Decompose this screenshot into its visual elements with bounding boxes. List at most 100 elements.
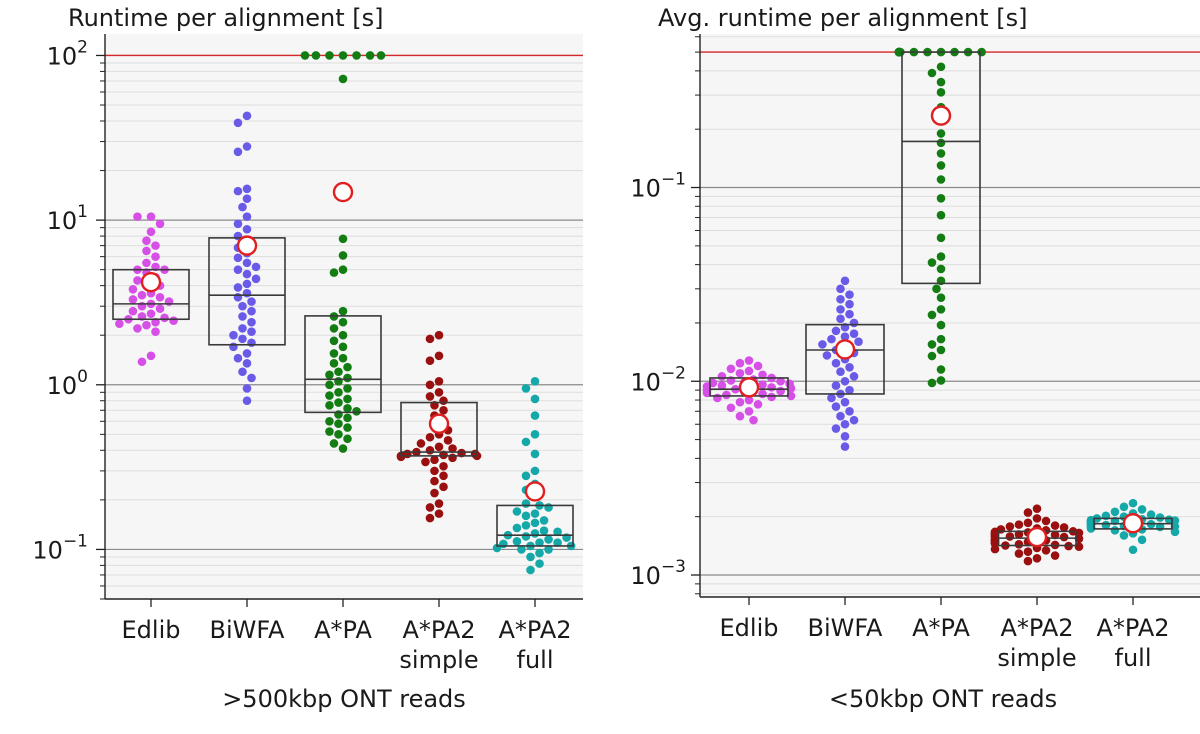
data-point <box>717 372 727 381</box>
data-point <box>1041 516 1051 526</box>
iqr-box <box>496 504 574 547</box>
data-point <box>233 219 243 229</box>
data-point <box>1023 518 1033 528</box>
data-point <box>1023 556 1033 566</box>
data-point <box>845 363 854 372</box>
data-point <box>1128 498 1138 508</box>
data-point <box>936 376 946 385</box>
data-point <box>836 314 845 324</box>
data-point <box>1059 523 1069 532</box>
data-point <box>840 431 850 441</box>
data-point <box>845 385 854 395</box>
data-point <box>329 336 339 346</box>
data-point <box>735 368 745 378</box>
mean-marker <box>428 413 450 434</box>
iqr-box <box>805 323 885 395</box>
y-tick-label: 10−1 <box>32 531 88 564</box>
data-point <box>936 88 946 97</box>
data-point <box>242 142 252 151</box>
data-point <box>334 430 343 439</box>
data-point <box>927 378 937 388</box>
data-point <box>325 427 334 436</box>
data-point <box>343 413 352 423</box>
data-point <box>936 161 946 170</box>
data-point <box>133 324 142 333</box>
data-point <box>325 51 334 60</box>
data-point <box>425 513 435 523</box>
data-point <box>233 118 243 128</box>
data-point <box>836 305 845 314</box>
data-point <box>247 327 256 337</box>
data-point <box>142 246 151 256</box>
data-point <box>242 349 252 358</box>
data-point <box>831 424 841 433</box>
data-point <box>338 353 348 363</box>
data-point <box>233 353 243 363</box>
data-point <box>247 338 256 348</box>
data-point <box>325 380 334 390</box>
data-point <box>443 436 453 445</box>
data-point <box>242 184 252 194</box>
data-point <box>758 380 767 389</box>
data-point <box>744 356 754 365</box>
data-point <box>146 351 156 361</box>
data-point <box>142 236 151 245</box>
data-point <box>242 269 252 279</box>
data-point <box>155 292 165 302</box>
data-point <box>251 274 261 284</box>
data-point <box>722 390 731 400</box>
data-point <box>233 253 243 263</box>
data-point <box>434 330 444 340</box>
data-point <box>242 279 252 289</box>
data-point <box>854 337 863 347</box>
data-point <box>753 361 763 371</box>
data-point <box>927 258 937 267</box>
data-point <box>717 381 727 390</box>
data-point <box>115 319 124 328</box>
iqr-box <box>304 315 382 414</box>
data-point <box>526 552 535 562</box>
data-point <box>539 526 549 535</box>
x-tick-label: A*PA2 <box>402 616 475 644</box>
x-tick-label: A*PA2 <box>1000 614 1073 642</box>
runtime-panel-small-reads: 10−310−210−1 Edlib BiWFA A*PA A*PA2simpleA*… <box>630 4 1200 713</box>
mean-marker <box>1026 526 1048 548</box>
data-point <box>325 417 334 426</box>
data-point <box>894 47 904 57</box>
data-point <box>343 423 352 432</box>
data-point <box>343 403 352 413</box>
data-point <box>990 544 1000 554</box>
data-point <box>329 268 339 277</box>
data-point <box>512 523 522 533</box>
data-point <box>338 306 348 316</box>
data-point <box>338 444 348 453</box>
data-point <box>242 224 252 234</box>
data-point <box>425 445 435 455</box>
data-point <box>936 264 946 274</box>
data-point <box>702 388 712 398</box>
data-point <box>936 193 946 203</box>
data-point <box>430 466 439 476</box>
data-point <box>1074 534 1084 543</box>
x-axis-label: <50kbp ONT reads <box>829 685 1057 713</box>
data-point <box>535 548 544 558</box>
data-point <box>238 202 247 212</box>
data-point <box>840 332 850 341</box>
data-point <box>334 367 343 377</box>
data-point <box>936 138 946 148</box>
data-point <box>836 294 845 304</box>
data-point <box>300 51 310 60</box>
data-point <box>338 317 348 327</box>
data-point <box>242 359 252 368</box>
y-tick-label: 102 <box>47 37 88 70</box>
data-point <box>233 265 243 274</box>
data-point <box>1032 553 1042 563</box>
data-point <box>932 284 941 294</box>
data-point <box>1014 540 1024 549</box>
data-point <box>758 370 767 380</box>
data-point <box>517 545 526 554</box>
data-point <box>142 320 151 330</box>
data-point <box>338 342 348 352</box>
data-point <box>845 406 854 416</box>
